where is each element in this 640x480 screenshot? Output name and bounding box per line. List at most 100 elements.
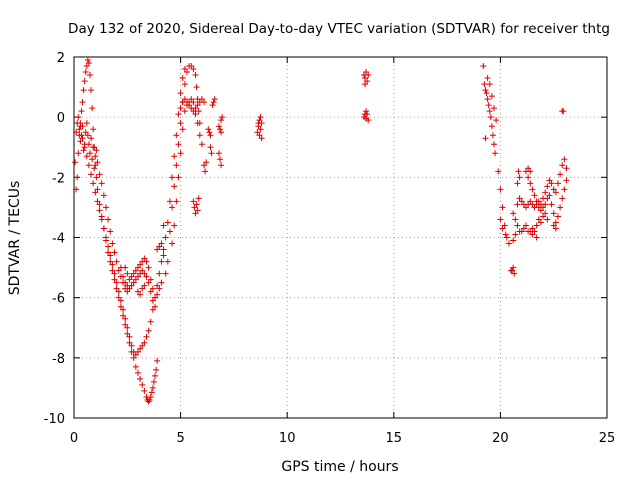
data-point <box>512 216 519 223</box>
data-point <box>210 99 217 106</box>
data-point <box>516 174 523 181</box>
data-point <box>548 201 555 208</box>
data-point <box>156 270 163 277</box>
data-point <box>171 222 178 229</box>
data-point <box>179 126 186 133</box>
data-point <box>113 279 120 286</box>
data-point <box>491 105 498 112</box>
data-point <box>502 231 509 238</box>
data-point <box>132 267 139 274</box>
data-point <box>92 189 99 196</box>
y-tick-label: -10 <box>44 412 65 427</box>
data-point <box>195 108 202 115</box>
data-point <box>177 120 184 127</box>
data-point <box>488 93 495 100</box>
x-tick-label: 25 <box>599 431 616 446</box>
data-point <box>141 270 148 277</box>
data-point <box>94 186 101 193</box>
data-point <box>181 81 188 88</box>
data-point <box>120 312 127 319</box>
data-point <box>164 258 171 265</box>
data-point <box>115 267 122 274</box>
data-point <box>122 315 129 322</box>
data-point <box>149 384 156 391</box>
data-point <box>134 273 141 280</box>
data-point <box>148 389 155 396</box>
data-point <box>514 222 521 229</box>
data-point <box>191 204 198 211</box>
data-point <box>149 297 156 304</box>
data-point <box>124 330 131 337</box>
data-point <box>255 120 262 127</box>
data-point <box>76 126 83 133</box>
data-point <box>173 162 180 169</box>
data-point <box>505 240 512 247</box>
data-point <box>179 75 186 82</box>
data-point <box>85 162 92 169</box>
y-tick-label: -2 <box>52 171 65 186</box>
series-descending-arc-early <box>72 57 161 405</box>
data-point <box>486 81 493 88</box>
data-point <box>514 201 521 208</box>
data-point <box>192 72 199 79</box>
data-point <box>195 195 202 202</box>
data-point <box>145 279 152 286</box>
data-point <box>86 150 93 157</box>
data-point <box>149 285 156 292</box>
data-point <box>557 171 564 178</box>
data-point <box>92 153 99 160</box>
data-point <box>166 198 173 205</box>
data-point <box>83 63 90 70</box>
data-point <box>512 231 519 238</box>
data-point <box>77 138 84 145</box>
data-point <box>173 198 180 205</box>
data-point <box>192 210 199 217</box>
data-point <box>196 132 203 139</box>
data-point <box>218 162 225 169</box>
data-point <box>78 132 85 139</box>
data-point <box>531 228 538 235</box>
data-point <box>219 114 226 121</box>
y-tick-label: 2 <box>57 51 65 66</box>
data-point <box>482 135 489 142</box>
data-point <box>207 132 214 139</box>
data-point <box>160 246 167 253</box>
data-point <box>527 168 534 175</box>
data-point <box>115 294 122 301</box>
data-point <box>102 234 109 241</box>
data-point <box>198 96 205 103</box>
data-point <box>515 168 522 175</box>
data-point <box>84 132 91 139</box>
data-point <box>124 270 131 277</box>
data-point <box>111 270 118 277</box>
data-point <box>92 162 99 169</box>
data-point <box>503 234 510 241</box>
series-scatter-after-six <box>190 96 265 217</box>
x-tick-label: 10 <box>279 431 296 446</box>
data-point <box>96 171 103 178</box>
data-point <box>559 162 566 169</box>
data-point <box>105 249 112 256</box>
data-point <box>201 162 208 169</box>
data-point <box>88 171 95 178</box>
data-point <box>113 285 120 292</box>
data-point <box>147 393 154 400</box>
data-point <box>100 225 107 232</box>
axis-ticks <box>73 56 608 419</box>
data-point <box>489 132 496 139</box>
data-point <box>497 216 504 223</box>
data-point <box>363 115 370 122</box>
data-point <box>527 180 534 187</box>
data-point <box>145 327 152 334</box>
data-point <box>537 207 544 214</box>
data-point <box>169 204 176 211</box>
data-point <box>495 168 502 175</box>
data-point <box>203 159 210 166</box>
data-point <box>194 207 201 214</box>
data-point <box>137 345 144 352</box>
data-point <box>215 123 222 130</box>
data-point <box>485 102 492 109</box>
y-tick-label: -8 <box>52 352 65 367</box>
data-point <box>139 381 146 388</box>
data-point <box>188 96 195 103</box>
